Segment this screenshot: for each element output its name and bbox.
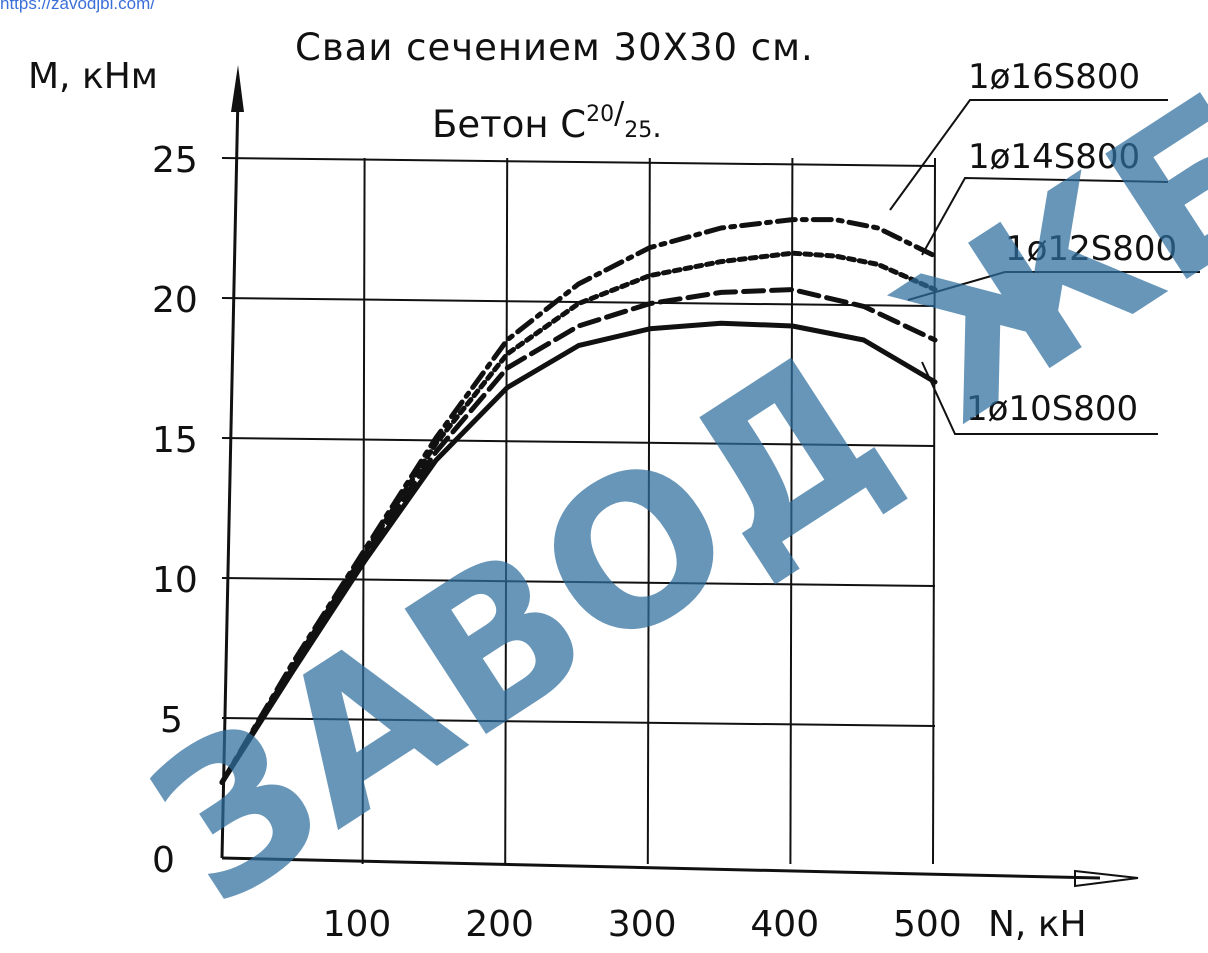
series-line bbox=[219, 217, 938, 785]
series-layer bbox=[219, 217, 938, 785]
grid-line-y-10 bbox=[221, 577, 936, 587]
legend-entry: 1ø10S800 bbox=[966, 389, 1138, 429]
x-tick-label: 500 bbox=[893, 904, 962, 945]
x-tick-label: 300 bbox=[608, 904, 677, 945]
source-url: https://zavodjbi.com/ bbox=[0, 0, 155, 13]
grid-line-x-200 bbox=[504, 157, 509, 865]
grid-line-y-15 bbox=[221, 437, 936, 447]
y-tick-label: 25 bbox=[152, 140, 198, 181]
grid-line-y-5 bbox=[221, 717, 936, 727]
x-axis-label: N, кН bbox=[988, 904, 1087, 945]
legend-leader-line bbox=[921, 176, 1169, 256]
legend-entry: 1ø12S800 bbox=[1005, 229, 1177, 269]
subtitle-main: Бетон С bbox=[432, 103, 586, 146]
x-axis-line bbox=[221, 856, 1101, 880]
y-axis-label: М, кНм bbox=[28, 56, 158, 97]
grid-line-x-500 bbox=[932, 157, 936, 865]
y-axis-line bbox=[220, 94, 240, 859]
y-tick-label: 15 bbox=[152, 420, 198, 461]
x-tick-label: 400 bbox=[750, 904, 819, 945]
y-tick-label: 0 bbox=[152, 840, 175, 881]
y-tick-label: 5 bbox=[160, 700, 183, 741]
y-tick-label: 20 bbox=[152, 280, 198, 321]
legend-leader-line bbox=[889, 99, 1168, 211]
subtitle-sup: 20 bbox=[586, 102, 614, 127]
subtitle-sub: 25 bbox=[624, 118, 652, 143]
chart-title: Сваи сечением 30Х30 см. bbox=[295, 26, 814, 69]
grid-line-x-400 bbox=[789, 157, 794, 865]
y-axis-arrow bbox=[231, 65, 244, 112]
legend-entry: 1ø16S800 bbox=[968, 57, 1140, 97]
legend: 1ø16S800 1ø14S800 1ø12S800 1ø10S800 bbox=[966, 57, 1177, 429]
chart-subtitle: Бетон С20/25. bbox=[432, 96, 662, 146]
legend-entry: 1ø14S800 bbox=[968, 137, 1140, 177]
axes bbox=[220, 65, 1139, 888]
series-line bbox=[219, 250, 938, 785]
tick-labels: 0 5 10 15 20 25 100 200 300 400 500 bbox=[152, 140, 962, 945]
grid-line-x-100 bbox=[361, 157, 366, 865]
legend-leaders bbox=[889, 99, 1200, 435]
x-tick-label: 200 bbox=[465, 904, 534, 945]
grid-line-y-25 bbox=[221, 157, 936, 167]
legend-leader-line bbox=[921, 361, 1158, 435]
x-axis-arrow bbox=[1074, 869, 1139, 888]
legend-leader-line bbox=[907, 271, 1200, 301]
y-tick-label: 10 bbox=[152, 560, 198, 601]
x-tick-label: 100 bbox=[323, 904, 392, 945]
